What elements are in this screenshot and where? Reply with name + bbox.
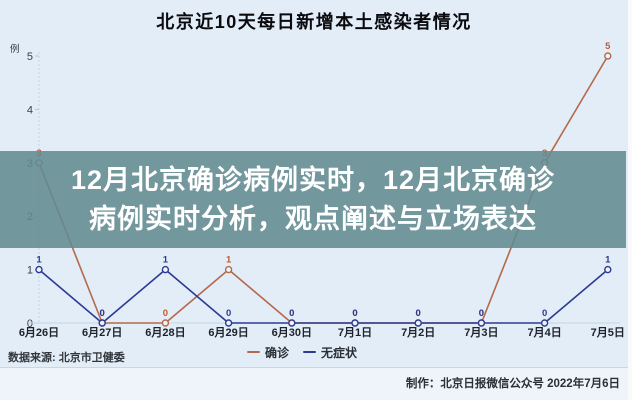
chart-legend: 确诊 无症状 — [0, 344, 604, 360]
svg-text:1: 1 — [226, 255, 232, 266]
chart-title: 北京近10天每日新增本土感染者情况 — [156, 12, 472, 32]
credit-note: 制作：北京日报微信公众号 2022年7月6日 — [405, 378, 620, 390]
svg-text:0: 0 — [542, 308, 547, 319]
svg-text:4: 4 — [27, 104, 33, 116]
svg-text:0: 0 — [226, 308, 231, 319]
svg-text:0: 0 — [163, 308, 168, 319]
svg-text:5: 5 — [605, 41, 611, 52]
legend-label-confirmed: 确诊 — [264, 345, 289, 360]
svg-text:6月27日: 6月27日 — [82, 326, 122, 339]
svg-text:0: 0 — [100, 308, 105, 319]
svg-text:7月4日: 7月4日 — [527, 326, 561, 339]
svg-text:6月29日: 6月29日 — [208, 326, 248, 339]
data-source-note: 数据来源: 北京市卫健委 — [8, 352, 125, 364]
svg-text:0: 0 — [352, 308, 357, 319]
svg-text:0: 0 — [416, 308, 421, 319]
confirmed-line-swatch-icon — [246, 350, 260, 354]
legend-label-asymptomatic: 无症状 — [321, 345, 358, 360]
svg-text:0: 0 — [100, 308, 105, 319]
svg-text:0: 0 — [289, 308, 294, 319]
svg-text:0: 0 — [479, 308, 484, 319]
svg-text:0: 0 — [352, 308, 357, 319]
legend-item-confirmed: 确诊 — [246, 344, 289, 361]
y-axis-unit-label: 例 — [10, 44, 20, 55]
svg-text:7月5日: 7月5日 — [591, 326, 625, 339]
svg-text:1: 1 — [163, 255, 169, 266]
svg-text:6月26日: 6月26日 — [19, 326, 59, 339]
svg-text:7月3日: 7月3日 — [464, 326, 498, 339]
svg-text:5: 5 — [27, 51, 33, 63]
svg-text:6月28日: 6月28日 — [145, 326, 185, 339]
watermark-text-line2: 病例实时分析，观点阐述与立场表达 — [89, 203, 537, 234]
asymptomatic-line-swatch-icon — [303, 350, 316, 354]
svg-text:1: 1 — [36, 255, 42, 266]
svg-text:0: 0 — [479, 308, 484, 319]
watermark-banner: 12月北京确诊病例实时，12月北京确诊 病例实时分析，观点阐述与立场表达 — [0, 151, 626, 248]
svg-text:1: 1 — [27, 265, 33, 277]
svg-text:1: 1 — [605, 255, 611, 266]
svg-text:0: 0 — [416, 308, 421, 319]
right-edge-strip — [628, 0, 632, 400]
svg-text:6月30日: 6月30日 — [272, 326, 312, 339]
watermark-text-line1: 12月北京确诊病例实时，12月北京确诊 — [70, 164, 556, 195]
svg-text:7月2日: 7月2日 — [401, 326, 435, 339]
svg-text:0: 0 — [27, 318, 33, 330]
svg-text:7月1日: 7月1日 — [338, 326, 372, 339]
footer-bar: 制作：北京日报微信公众号 2022年7月6日 — [0, 367, 632, 400]
legend-item-asymptomatic: 无症状 — [303, 344, 357, 361]
svg-text:0: 0 — [289, 308, 294, 319]
